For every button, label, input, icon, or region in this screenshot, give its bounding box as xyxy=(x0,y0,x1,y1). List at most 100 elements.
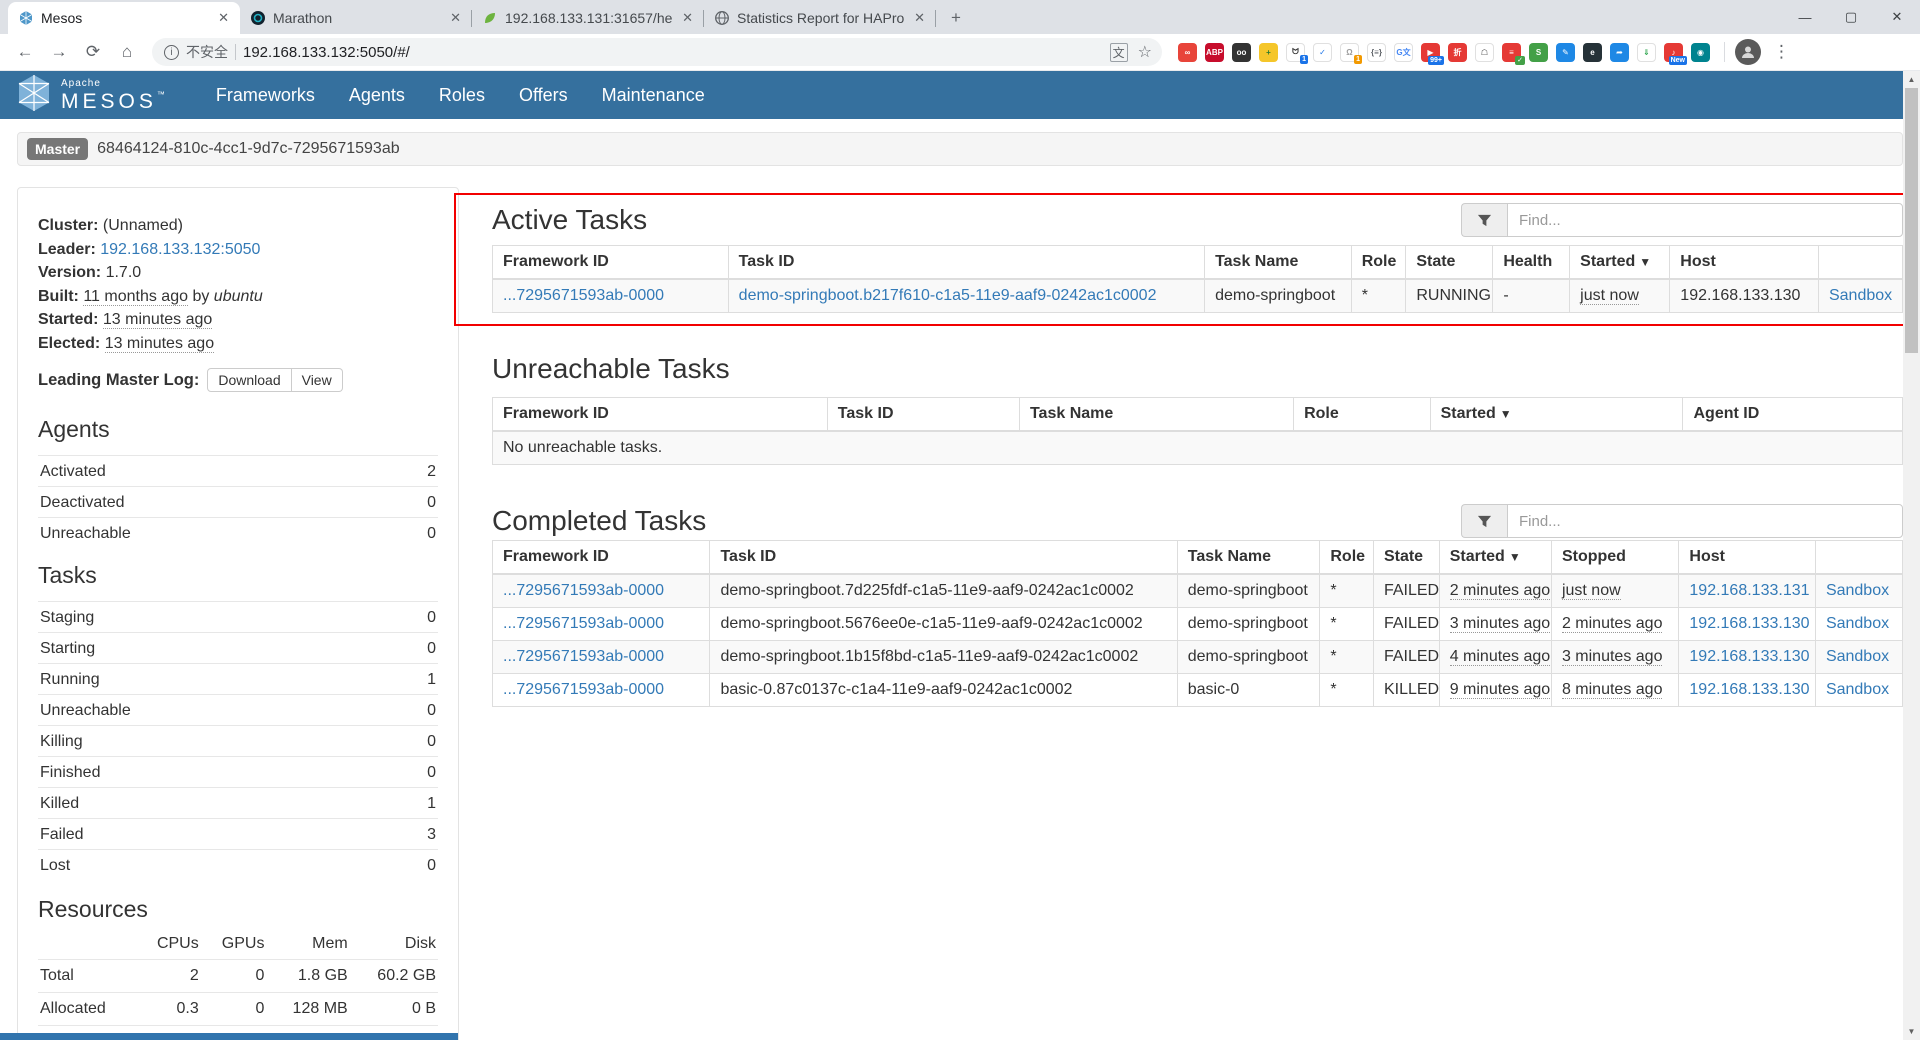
green-plus-icon[interactable]: + xyxy=(1259,42,1278,62)
teal-globe-icon[interactable]: ◉ xyxy=(1691,42,1710,62)
browser-tab[interactable]: Statistics Report for HAProxy ✕ xyxy=(704,2,936,34)
column-header[interactable]: Stopped xyxy=(1550,540,1680,575)
column-header[interactable]: Task Name xyxy=(1204,245,1352,280)
navbar-item-frameworks[interactable]: Frameworks xyxy=(215,84,315,105)
column-header[interactable]: Role xyxy=(1319,540,1374,575)
download-arrow-icon[interactable]: ⇓ xyxy=(1637,42,1656,62)
cell-link[interactable]: Sandbox xyxy=(1825,582,1890,599)
cell-link[interactable]: 192.168.133.130 xyxy=(1689,615,1810,632)
minimize-window-icon[interactable]: — xyxy=(1798,9,1812,25)
column-header[interactable]: Role xyxy=(1350,245,1407,280)
column-header[interactable]: Agent ID xyxy=(1682,397,1903,432)
adblock-plus-icon[interactable]: ABP xyxy=(1205,42,1224,62)
navbar-item-roles[interactable]: Roles xyxy=(438,84,485,105)
info-icon[interactable]: i xyxy=(164,44,179,60)
navbar-item-maintenance[interactable]: Maintenance xyxy=(601,84,705,105)
browser-tab[interactable]: 192.168.133.131:31657/hello w ✕ xyxy=(472,2,704,34)
cell-link[interactable]: ...7295671593ab-0000 xyxy=(503,615,665,632)
scrollbar-up-icon[interactable]: ▲ xyxy=(1907,75,1916,84)
cell-link[interactable]: ...7295671593ab-0000 xyxy=(503,287,665,304)
maximize-window-icon[interactable]: ▢ xyxy=(1844,9,1858,24)
column-header[interactable]: Started ▼ xyxy=(1438,540,1552,575)
active-tasks-find-input[interactable] xyxy=(1507,203,1903,237)
column-header[interactable]: Started ▼ xyxy=(1569,245,1671,280)
cell-link[interactable]: Sandbox xyxy=(1828,287,1893,304)
browser-tab[interactable]: Mesos ✕ xyxy=(8,2,240,34)
home-icon[interactable]: ⌂ xyxy=(121,42,133,61)
cell-link[interactable]: Sandbox xyxy=(1825,681,1890,698)
browser-tab[interactable]: Marathon ✕ xyxy=(240,2,472,34)
column-header[interactable]: Framework ID xyxy=(492,245,729,280)
url-text[interactable]: 192.168.133.132:5050/#/ xyxy=(243,43,410,61)
cell-link[interactable]: demo-springboot.b217f610-c1a5-11e9-aaf9-… xyxy=(738,287,1157,304)
scrollbar-down-icon[interactable]: ▼ xyxy=(1907,1027,1916,1036)
navbar-item-agents[interactable]: Agents xyxy=(348,84,405,105)
column-header[interactable]: Task Name xyxy=(1018,397,1295,432)
tab-close-icon[interactable]: ✕ xyxy=(450,10,461,25)
tab-close-icon[interactable]: ✕ xyxy=(682,10,693,25)
cell-link[interactable]: ...7295671593ab-0000 xyxy=(503,648,665,665)
mesos-brand[interactable]: Apache MESOS™ xyxy=(17,74,169,117)
cell-link[interactable]: 192.168.133.131 xyxy=(1689,582,1810,599)
completed-tasks-find-input[interactable] xyxy=(1507,504,1903,538)
column-header[interactable]: State xyxy=(1405,245,1494,280)
column-header[interactable]: Framework ID xyxy=(491,540,711,575)
blue-check-icon[interactable]: ✓ xyxy=(1313,42,1332,62)
column-header[interactable]: Task ID xyxy=(727,245,1206,280)
cell-link[interactable]: ...7295671593ab-0000 xyxy=(503,681,665,698)
reload-icon[interactable]: ⟳ xyxy=(85,42,101,61)
browser-menu-icon[interactable]: ⋮ xyxy=(1773,42,1790,61)
back-icon[interactable]: ← xyxy=(16,42,34,61)
braces-icon[interactable]: {≡} xyxy=(1367,42,1386,62)
column-header[interactable]: Health xyxy=(1492,245,1571,280)
column-header[interactable]: Role xyxy=(1293,397,1431,432)
red-doc-check-icon[interactable]: ≡ ✓ xyxy=(1502,42,1525,65)
view-log-button[interactable]: View xyxy=(291,368,343,392)
download-log-button[interactable]: Download xyxy=(207,368,292,392)
column-header[interactable]: Framework ID xyxy=(492,397,828,432)
table-cell: 3 minutes ago xyxy=(1438,607,1552,641)
cell-link[interactable]: 192.168.133.130 xyxy=(1689,681,1810,698)
leader-link[interactable]: 192.168.133.132:5050 xyxy=(100,240,261,258)
red-badge-99-icon[interactable]: ▶ 99+ xyxy=(1421,42,1444,65)
page-scrollbar[interactable]: ▲ ▼ xyxy=(1903,71,1920,1040)
tab-close-icon[interactable]: ✕ xyxy=(914,10,925,25)
cell-link[interactable]: 192.168.133.130 xyxy=(1689,648,1810,665)
forward-icon[interactable]: → xyxy=(50,42,68,61)
green-s-icon[interactable]: S xyxy=(1529,42,1548,62)
sort-desc-icon: ▼ xyxy=(1508,550,1521,564)
column-header[interactable]: State xyxy=(1372,540,1440,575)
column-header[interactable] xyxy=(1814,540,1904,575)
dark-e-icon[interactable]: e xyxy=(1583,42,1602,62)
address-bar[interactable]: i 不安全 192.168.133.132:5050/#/ 文 ☆ xyxy=(152,38,1162,66)
column-header[interactable] xyxy=(1817,245,1904,280)
column-header[interactable]: Host xyxy=(1669,245,1819,280)
bookmark-star-icon[interactable]: ☆ xyxy=(1137,44,1152,61)
translate-icon[interactable]: 文 xyxy=(1109,42,1128,62)
column-header[interactable]: Task ID xyxy=(709,540,1178,575)
dark-extension-icon[interactable]: oo xyxy=(1232,42,1251,62)
google-translate-icon[interactable]: G文 xyxy=(1394,42,1413,62)
cell-link[interactable]: Sandbox xyxy=(1825,648,1890,665)
cell-link[interactable]: Sandbox xyxy=(1825,615,1890,632)
blue-share-icon[interactable]: ➦ xyxy=(1610,42,1629,62)
profile-avatar[interactable] xyxy=(1735,39,1761,65)
scrollbar-thumb[interactable] xyxy=(1905,88,1918,353)
cell-link[interactable]: ...7295671593ab-0000 xyxy=(503,582,665,599)
column-header[interactable]: Task ID xyxy=(826,397,1020,432)
tab-close-icon[interactable]: ✕ xyxy=(218,10,229,25)
close-window-icon[interactable]: ✕ xyxy=(1891,9,1903,24)
download-manager-icon[interactable]: ∞ xyxy=(1178,42,1197,62)
navbar-item-offers[interactable]: Offers xyxy=(518,84,568,105)
person-outline-icon[interactable]: ☖ xyxy=(1475,42,1494,62)
column-header[interactable]: Started ▼ xyxy=(1429,397,1684,432)
new-tab-button[interactable]: + xyxy=(951,8,961,27)
red-new-icon[interactable]: ♪ New xyxy=(1664,42,1687,65)
zhe-coupon-icon[interactable]: 折 xyxy=(1448,42,1467,62)
column-header[interactable]: Host xyxy=(1678,540,1816,575)
column-header[interactable]: Task Name xyxy=(1176,540,1321,575)
blue-edit-icon[interactable]: ✎ xyxy=(1556,42,1575,62)
stat-value: 0 xyxy=(427,733,436,750)
